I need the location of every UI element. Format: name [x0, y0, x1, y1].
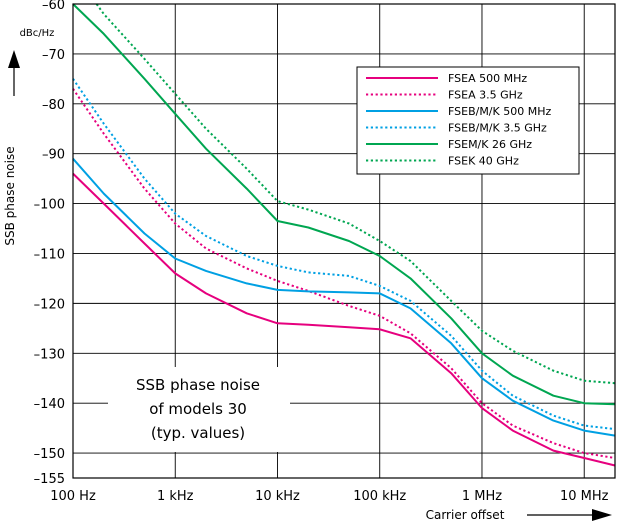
- legend-label: FSEM/K 26 GHz: [448, 138, 532, 151]
- plot-lines: [72, 3, 616, 467]
- y-tick-label: –120: [34, 297, 65, 312]
- series-line-2: [72, 88, 616, 459]
- series-line-5: [72, 3, 616, 406]
- x-tick-label: 100 kHz: [353, 489, 406, 504]
- legend-box: [356, 66, 580, 175]
- y-tick-label: –70: [42, 48, 65, 63]
- y-tick-label: –155: [34, 472, 65, 487]
- y-unit-label: dBc/Hz: [20, 28, 55, 39]
- plot-frame: [72, 3, 616, 479]
- x-tick-labels: 100 Hz 1 kHz 10 kHz 100 kHz 1 MHz 10 MHz: [50, 489, 608, 504]
- annotation-box: SSB phase noise of models 30 (typ. value…: [108, 367, 290, 452]
- y-tick-label: –80: [42, 98, 65, 113]
- y-tick-label: –90: [42, 148, 65, 163]
- legend-label: FSEB/M/K 500 MHz: [448, 105, 551, 118]
- annotation-line-1: SSB phase noise: [136, 376, 260, 394]
- legend-label: FSEK 40 GHz: [448, 155, 519, 168]
- x-tick-label: 100 Hz: [50, 489, 96, 504]
- y-tick-label: –140: [34, 397, 65, 412]
- x-tick-label: 1 kHz: [157, 489, 194, 504]
- y-tick-label: –150: [34, 447, 65, 462]
- annotation-line-2: of models 30: [149, 400, 247, 418]
- series-line-6: [95, 3, 616, 385]
- y-tick-label: –130: [34, 347, 65, 362]
- y-tick-label: –60: [42, 0, 65, 13]
- x-tick-label: 1 MHz: [462, 489, 502, 504]
- y-axis-title: SSB phase noise: [3, 146, 17, 245]
- x-tick-label: 10 kHz: [255, 489, 300, 504]
- series-line-1: [72, 172, 616, 467]
- x-axis-arrow-icon: [592, 509, 612, 521]
- y-tick-labels: –60 –70 –80 –90 –100 –110 –120 –130 –140 –150 –155: [34, 0, 65, 487]
- legend-label: FSEB/M/K 3.5 GHz: [448, 122, 547, 135]
- legend-label: FSEA 3.5 GHz: [448, 89, 523, 102]
- y-tick-label: –100: [34, 198, 65, 213]
- x-tick-label: 10 MHz: [560, 489, 609, 504]
- legend: FSEA 500 MHz FSEA 3.5 GHz FSEB/M/K 500 MHz…: [356, 66, 580, 175]
- x-axis-title: Carrier offset: [426, 508, 505, 522]
- y-axis-arrow-icon: [8, 50, 20, 68]
- annotation-line-3: (typ. values): [151, 424, 245, 442]
- series-line-4: [72, 78, 616, 431]
- series-line-3: [72, 158, 616, 437]
- legend-label: FSEA 500 MHz: [448, 72, 527, 85]
- y-tick-label: –110: [34, 247, 65, 262]
